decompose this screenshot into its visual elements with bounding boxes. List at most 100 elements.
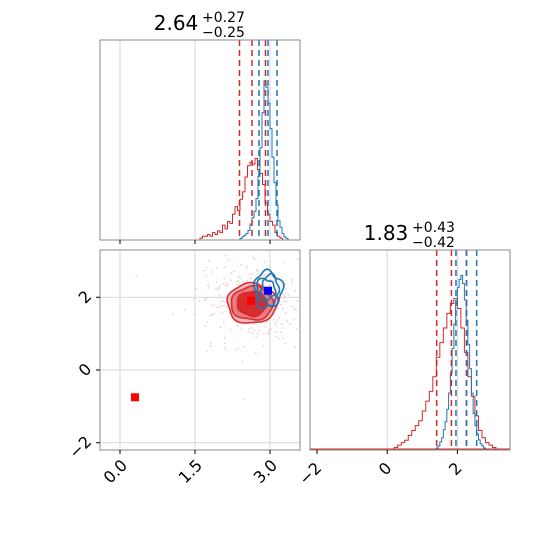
- blue-contour-level: [259, 278, 277, 301]
- sample-point: [236, 325, 239, 327]
- sample-point: [296, 258, 299, 261]
- sample-point: [216, 306, 219, 309]
- sample-point: [303, 290, 305, 292]
- title-upper: +0.43: [412, 220, 455, 236]
- sample-point: [225, 282, 228, 285]
- sample-point: [282, 307, 285, 310]
- panel-frame: [99, 39, 301, 241]
- grid-lines: [310, 250, 510, 450]
- sample-point: [283, 261, 286, 264]
- sample-point: [237, 283, 240, 286]
- series-blue-histogram: [435, 274, 486, 450]
- sample-point: [207, 284, 209, 286]
- sample-point: [206, 350, 208, 352]
- sample-point: [291, 282, 293, 285]
- sample-point: [252, 256, 255, 259]
- sample-point: [222, 282, 225, 285]
- sample-point: [223, 336, 226, 339]
- sample-point: [251, 273, 253, 275]
- truth-marker: [131, 393, 139, 402]
- blue-contour-level: [256, 272, 281, 308]
- sample-point: [263, 274, 266, 276]
- sample-point: [204, 325, 206, 328]
- x-tick-label: 0: [375, 458, 396, 479]
- sample-point: [283, 300, 286, 303]
- sample-point: [274, 322, 276, 325]
- sample-point: [253, 329, 256, 331]
- sample-point: [241, 360, 244, 363]
- sample-point: [287, 293, 290, 296]
- sample-point: [280, 303, 282, 306]
- sample-point: [211, 271, 213, 273]
- sample-point: [222, 299, 225, 302]
- sample-point: [223, 347, 226, 350]
- sample-point: [238, 275, 240, 278]
- sample-point: [284, 342, 287, 345]
- sample-point: [205, 266, 208, 269]
- sample-point: [205, 275, 208, 278]
- sample-point: [283, 294, 285, 296]
- panel-background: [310, 250, 510, 450]
- sample-point: [204, 299, 206, 301]
- sample-point: [268, 284, 271, 287]
- param1-histogram-panel: 2.64 +0.27 −0.25: [99, 10, 301, 244]
- sample-point: [223, 321, 225, 324]
- sample-point: [254, 351, 257, 354]
- sample-point: [258, 330, 261, 332]
- sample-point: [218, 286, 221, 289]
- sample-point: [248, 327, 251, 330]
- sample-point: [262, 332, 265, 335]
- sample-point: [260, 279, 262, 282]
- sample-point: [210, 304, 213, 307]
- title-median: 2.64: [154, 11, 199, 35]
- series-red-histogram: [393, 298, 497, 450]
- sample-point: [218, 294, 221, 297]
- sample-point: [275, 330, 278, 333]
- red-estimate-marker: [247, 296, 255, 305]
- sample-point: [226, 284, 229, 287]
- sample-point: [262, 344, 265, 347]
- sample-point: [197, 300, 200, 302]
- quantile-lines: [238, 40, 278, 240]
- sample-point: [224, 284, 227, 287]
- sample-point: [223, 301, 226, 304]
- sample-point: [246, 280, 249, 282]
- sample-point: [213, 304, 216, 306]
- sample-point: [294, 290, 296, 292]
- sample-point: [221, 312, 224, 314]
- sample-point: [266, 331, 269, 334]
- y-tick-labels: −2 0 2: [65, 287, 100, 462]
- sample-point: [193, 314, 196, 316]
- sample-point: [282, 337, 284, 340]
- sample-point: [280, 331, 283, 334]
- sample-point: [223, 304, 226, 307]
- quantile-lines: [435, 250, 478, 450]
- x-tick-labels: 0.0 1.5 3.0: [100, 450, 281, 487]
- x-tick-label: −2: [295, 458, 325, 488]
- sample-point: [275, 335, 277, 338]
- series-red-histogram: [199, 158, 283, 240]
- sample-point: [230, 279, 232, 282]
- sample-point: [237, 279, 240, 282]
- sample-point: [215, 287, 217, 290]
- sample-point: [290, 279, 293, 281]
- title-lower: −0.25: [202, 25, 245, 41]
- sample-point: [234, 349, 237, 352]
- x-tick-labels: −2 0 2: [295, 450, 466, 489]
- sample-point: [265, 321, 268, 324]
- sample-point: [278, 316, 281, 319]
- sample-point: [239, 277, 242, 280]
- marker-points: [131, 286, 272, 402]
- x-tick-label: 1.5: [175, 456, 206, 487]
- sample-point: [209, 314, 212, 317]
- panel-frame: [309, 249, 511, 451]
- title-median: 1.83: [364, 221, 409, 245]
- blue-contour-level: [252, 268, 285, 310]
- sample-point: [284, 283, 287, 285]
- sample-point: [286, 320, 289, 322]
- sample-point: [211, 313, 214, 316]
- series-blue-histogram: [239, 80, 289, 240]
- sample-point: [294, 346, 296, 349]
- sample-point: [249, 277, 252, 280]
